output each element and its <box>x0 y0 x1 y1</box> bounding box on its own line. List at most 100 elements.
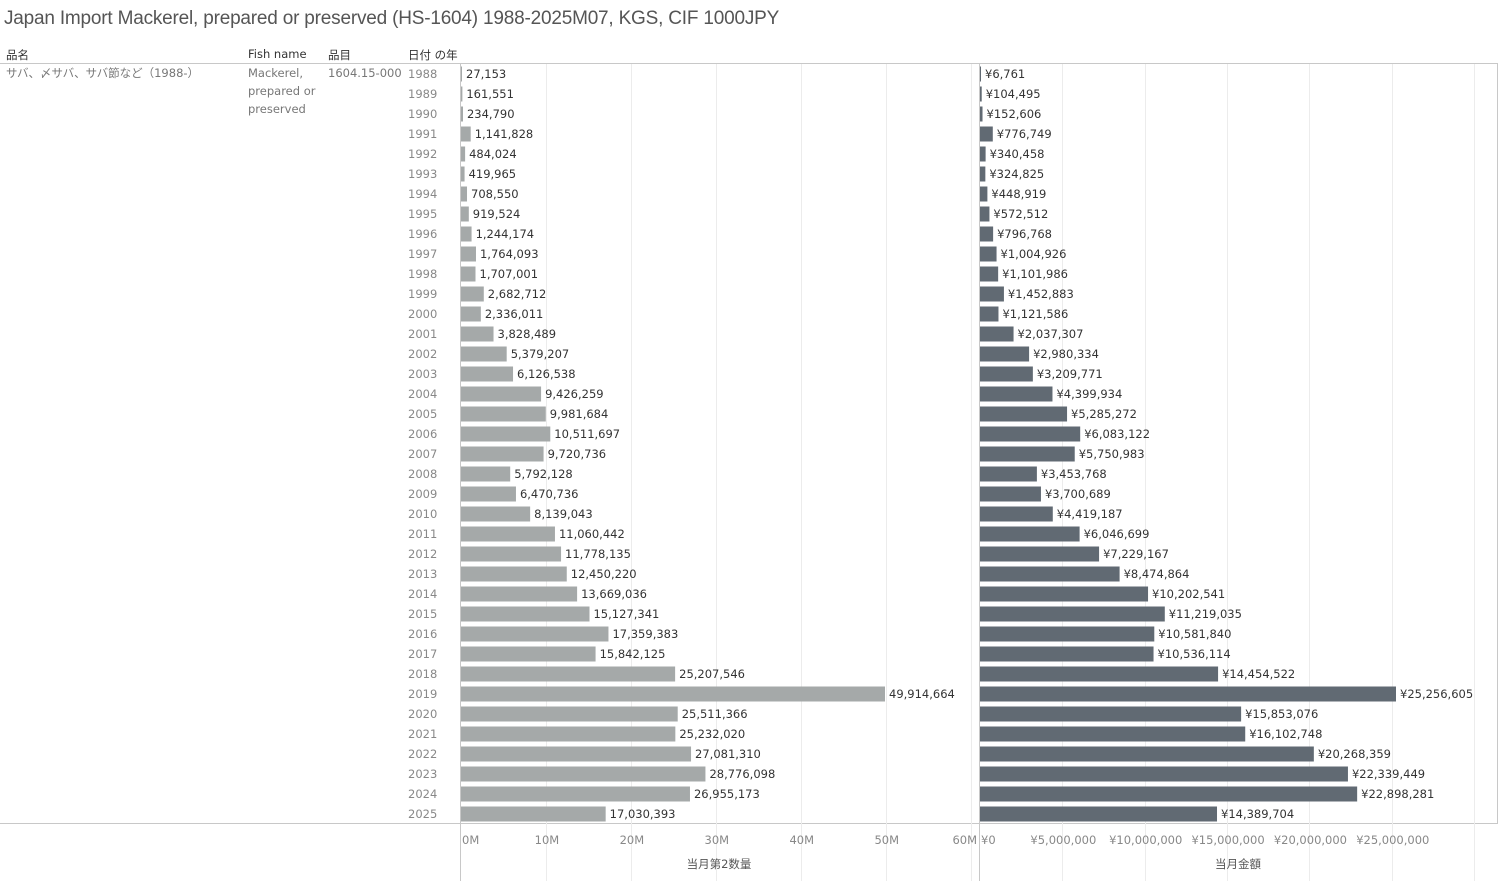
quantity-bar <box>461 166 465 182</box>
quantity-tick-label: 40M <box>789 833 814 847</box>
amount-bar <box>980 66 981 82</box>
header-item-code[interactable]: 品目 <box>328 48 351 62</box>
quantity-bar-label: 1,764,093 <box>480 247 539 261</box>
amount-bar <box>980 326 1014 342</box>
year-label: 2021 <box>408 727 437 741</box>
quantity-tick-label: 30M <box>705 833 730 847</box>
amount-bar-label: ¥2,980,334 <box>1033 347 1099 361</box>
quantity-bar <box>461 146 466 162</box>
amount-bar <box>980 426 1081 442</box>
year-label: 1999 <box>408 287 437 301</box>
year-label: 2003 <box>408 367 437 381</box>
product-name-cell: サバ、〆サバ、サバ節など（1988-） <box>6 66 200 80</box>
amount-tick-label: ¥5,000,000 <box>1030 833 1096 847</box>
amount-bar-label: ¥11,219,035 <box>1169 607 1242 621</box>
quantity-bar-label: 234,790 <box>467 107 515 121</box>
quantity-bar-label: 5,792,128 <box>514 467 573 481</box>
quantity-bar <box>461 186 468 202</box>
amount-bar-label: ¥10,202,541 <box>1152 587 1225 601</box>
fish-name-line: prepared or <box>248 84 316 98</box>
quantity-bar <box>461 126 471 142</box>
page-title: Japan Import Mackerel, prepared or prese… <box>4 8 780 29</box>
amount-bar-label: ¥5,750,983 <box>1079 447 1145 461</box>
quantity-bar <box>461 286 484 302</box>
quantity-bar <box>461 746 692 762</box>
quantity-bar-label: 484,024 <box>469 147 517 161</box>
quantity-bar-label: 25,232,020 <box>679 727 745 741</box>
year-label: 1997 <box>408 247 437 261</box>
amount-bar-label: ¥8,474,864 <box>1124 567 1190 581</box>
quantity-bar-label: 1,707,001 <box>480 267 539 281</box>
amount-tick-label: ¥20,000,000 <box>1274 833 1347 847</box>
quantity-bar <box>461 586 578 602</box>
pane-left-border <box>460 63 461 881</box>
year-label: 2010 <box>408 507 437 521</box>
amount-bar <box>980 206 990 222</box>
quantity-bar-label: 9,426,259 <box>545 387 604 401</box>
quantity-bar <box>461 306 481 322</box>
amount-bar-label: ¥14,389,704 <box>1221 807 1294 821</box>
amount-bar <box>980 766 1348 782</box>
year-label: 2017 <box>408 647 437 661</box>
amount-bar <box>980 186 988 202</box>
quantity-bar-label: 6,470,736 <box>520 487 579 501</box>
axis-divider <box>0 823 1498 824</box>
item-code-cell: 1604.15-000 <box>328 66 402 80</box>
amount-bar <box>980 346 1030 362</box>
year-label: 1996 <box>408 227 437 241</box>
year-label: 2001 <box>408 327 437 341</box>
amount-bar <box>980 366 1033 382</box>
quantity-bar <box>461 566 567 582</box>
quantity-bar <box>461 626 609 642</box>
amount-bar <box>980 606 1165 622</box>
year-label: 2012 <box>408 547 437 561</box>
quantity-bar-label: 11,778,135 <box>565 547 631 561</box>
year-label: 1993 <box>408 167 437 181</box>
amount-bar <box>980 486 1041 502</box>
quantity-bar-label: 15,842,125 <box>600 647 666 661</box>
quantity-bar-label: 26,955,173 <box>694 787 760 801</box>
year-label: 2006 <box>408 427 437 441</box>
amount-bar-label: ¥3,700,689 <box>1045 487 1111 501</box>
quantity-bar <box>461 386 542 402</box>
amount-bar-label: ¥22,898,281 <box>1361 787 1434 801</box>
quantity-bar-label: 17,030,393 <box>610 807 676 821</box>
header-fish-name[interactable]: Fish name <box>248 47 307 61</box>
quantity-bar-label: 28,776,098 <box>709 767 775 781</box>
year-label: 2011 <box>408 527 437 541</box>
header-product-name[interactable]: 品名 <box>6 48 29 62</box>
year-label: 2019 <box>408 687 437 701</box>
quantity-bar <box>461 106 463 122</box>
year-label: 2004 <box>408 387 437 401</box>
amount-bar-label: ¥15,853,076 <box>1245 707 1318 721</box>
amount-bar-label: ¥16,102,748 <box>1249 727 1322 741</box>
amount-bar-label: ¥5,285,272 <box>1071 407 1137 421</box>
amount-bar <box>980 686 1396 702</box>
header-divider <box>0 63 1498 64</box>
year-label: 2025 <box>408 807 437 821</box>
amount-bar <box>980 806 1218 822</box>
year-label: 1988 <box>408 67 437 81</box>
year-label: 2020 <box>408 707 437 721</box>
year-label: 2009 <box>408 487 437 501</box>
quantity-bar <box>461 446 544 462</box>
amount-bar-label: ¥6,046,699 <box>1084 527 1150 541</box>
quantity-bar <box>461 646 596 662</box>
amount-bar <box>980 86 982 102</box>
header-year[interactable]: 日付 の年 <box>408 48 458 62</box>
amount-bar <box>980 226 994 242</box>
quantity-tick-label: 10M <box>535 833 560 847</box>
amount-bar <box>980 126 993 142</box>
amount-bar <box>980 646 1154 662</box>
quantity-bar <box>461 206 469 222</box>
quantity-bar-label: 2,682,712 <box>488 287 547 301</box>
quantity-bar-label: 12,450,220 <box>571 567 637 581</box>
amount-bar-label: ¥6,083,122 <box>1084 427 1150 441</box>
quantity-bar-label: 10,511,697 <box>554 427 620 441</box>
amount-bar-label: ¥22,339,449 <box>1352 767 1425 781</box>
quantity-bar <box>461 266 476 282</box>
amount-bar <box>980 666 1219 682</box>
quantity-bar-label: 3,828,489 <box>498 327 557 341</box>
amount-bar-label: ¥14,454,522 <box>1222 667 1295 681</box>
